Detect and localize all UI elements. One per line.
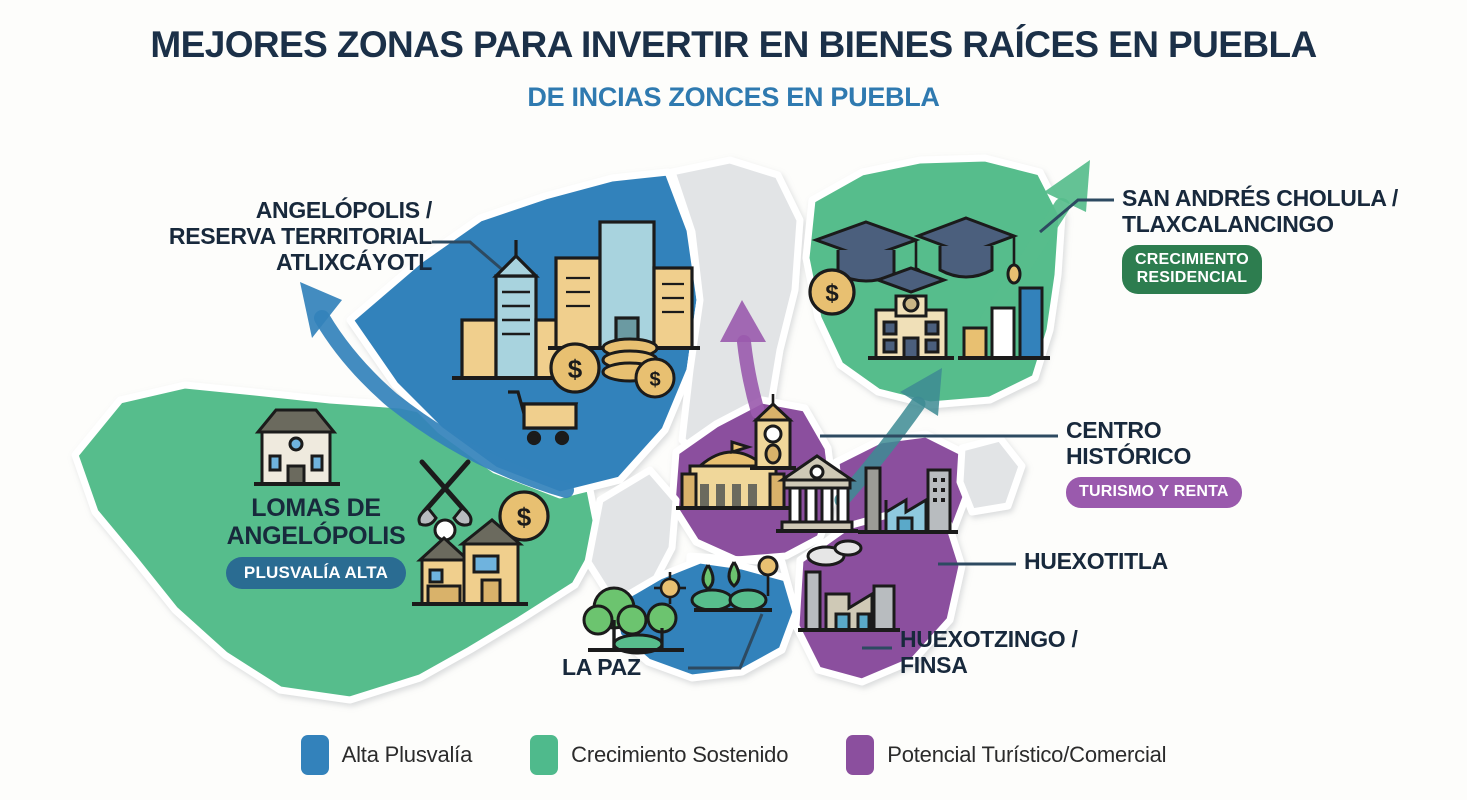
office-buildings-icon [548,220,700,350]
dollar-coin-icon: $ [498,490,550,542]
status-badge-crecimiento-residencial: CRECIMIENTO RESIDENCIAL [1122,244,1262,294]
callout-angelopolis-label: ANGELÓPOLIS / RESERVA TERRITORIAL ATLIXC… [168,197,432,275]
cathedral-icon [676,439,790,510]
legend-item-crecimiento-sostenido[interactable]: Crecimiento Sostenido [530,735,788,775]
page-title: MEJORES ZONAS PARA INVERTIR EN BIENES RA… [150,24,1317,65]
connector-la-paz [688,613,764,670]
sun-icon [654,572,686,604]
bar-chart-icon [958,286,1050,360]
graduation-cap-icon [913,216,1022,285]
callout-centro-historico[interactable]: CENTRO HISTÓRICO TURISMO Y RENTA [1066,417,1366,508]
legend-swatch-blue [300,735,329,775]
growth-arrow-purple-head [720,300,766,342]
clock-tower-icon [750,394,796,470]
park-icon [690,555,779,612]
page-subtitle: DE INCIAS ZONCES EN PUEBLA [527,82,940,112]
svg-text:$: $ [568,354,583,384]
legend-swatch-purple [846,735,875,775]
connector-angelopolis [432,240,513,280]
house-icon [412,518,528,606]
growth-arrow-purple [737,335,765,419]
connector-san-andres [1039,198,1114,234]
callout-huexotzingo-finsa[interactable]: HUEXOTZINGO / FINSA [900,626,1200,679]
legend-label-crecimiento-sostenido: Crecimiento Sostenido [571,742,789,767]
callout-san-andres-cholula-label: SAN ANDRÉS CHOLULA / TLAXCALANCINGO [1122,185,1398,237]
university-building-icon [868,266,954,360]
callout-huexotzingo-finsa-label: HUEXOTZINGO / FINSA [900,626,1078,678]
callout-centro-historico-label: CENTRO HISTÓRICO [1066,417,1192,469]
dollar-coin-icon: $ [808,268,856,316]
classical-building-icon [776,454,858,533]
callout-lomas-de-angelopolis[interactable]: LOMAS DE ANGELÓPOLIS PLUSVALÍA ALTA [186,494,446,590]
zone-neutral-mid-left [584,466,680,604]
trees-icon [582,586,684,655]
status-badge-plusvalia-alta: PLUSVALÍA ALTA [225,557,407,590]
factory-icon [798,539,900,632]
coin-stack-icon: $ [601,337,676,399]
legend-item-potencial-turistico-comercial[interactable]: Potencial Turístico/Comercial [846,735,1167,775]
mansion-icon [254,408,340,486]
growth-arrow-blue [314,310,574,498]
callout-huexotitla-label: HUEXOTITLA [1024,548,1168,574]
svg-text:$: $ [825,280,839,307]
growth-arrow-teal-head [900,368,942,416]
status-badge-turismo-y-renta: TURISMO Y RENTA [1066,476,1242,508]
callout-huexotitla[interactable]: HUEXOTITLA [1024,548,1304,575]
legend-label-potencial-turistico-comercial: Potencial Turístico/Comercial [887,742,1167,767]
svg-text:$: $ [649,369,660,391]
dollar-coin-icon: $ [549,342,601,394]
callout-lomas-de-angelopolis-label: LOMAS DE ANGELÓPOLIS [226,494,406,550]
svg-text:$: $ [517,502,532,532]
callout-angelopolis[interactable]: ANGELÓPOLIS / RESERVA TERRITORIAL ATLIXC… [72,197,432,275]
callout-san-andres-cholula[interactable]: SAN ANDRÉS CHOLULA / TLAXCALANCINGO CREC… [1122,185,1462,294]
factory-icon [858,466,958,534]
callout-la-paz[interactable]: LA PAZ [562,654,762,681]
callout-la-paz-label: LA PAZ [562,654,641,680]
growth-arrow-blue-head [300,282,342,338]
legend-item-alta-plusvalia[interactable]: Alta Plusvalía [300,735,473,775]
legend: Alta Plusvalía Crecimiento Sostenido Pot… [0,735,1467,775]
zone-neutral-east [956,434,1026,516]
shopping-cart-icon [508,390,579,446]
legend-label-alta-plusvalia: Alta Plusvalía [341,742,473,767]
legend-swatch-green [530,735,559,775]
